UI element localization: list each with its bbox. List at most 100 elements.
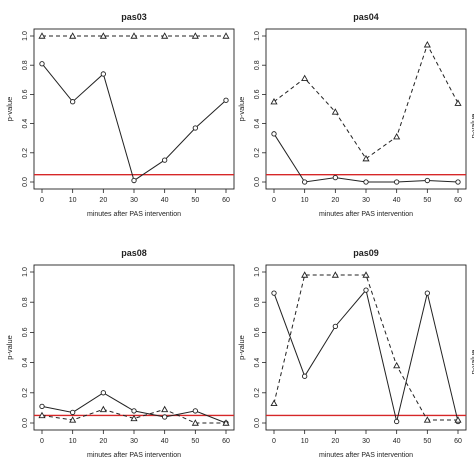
x-tick-label: 10 <box>69 197 77 204</box>
data-point-circle <box>424 177 430 184</box>
data-point-circle <box>363 179 369 185</box>
data-point-triangle <box>393 133 401 140</box>
x-axis-label: minutes after PAS intervention <box>319 211 413 218</box>
y-tick-label: 0.8 <box>22 60 29 70</box>
data-point-circle <box>100 71 106 77</box>
y-tick-label: 0.0 <box>22 177 29 187</box>
y-tick-label: 0.8 <box>22 297 29 307</box>
x-tick-label: 60 <box>222 197 230 204</box>
data-point-circle <box>271 290 277 296</box>
data-point-triangle <box>130 414 138 422</box>
x-tick-label: 10 <box>301 438 309 445</box>
data-point-triangle <box>161 405 169 413</box>
data-point-triangle <box>99 405 107 413</box>
x-tick-label: 0 <box>272 197 276 204</box>
data-point-triangle <box>393 361 401 369</box>
x-tick-label: 20 <box>331 438 339 445</box>
x-tick-label: 10 <box>69 438 77 445</box>
y-tick-label: 0.8 <box>254 297 261 307</box>
x-tick-label: 30 <box>130 438 138 445</box>
y-tick-label: 0.8 <box>254 60 261 70</box>
cut-edge-ylabel-right-bottom: p-value <box>469 350 474 375</box>
y-tick-label: 0.6 <box>254 89 261 99</box>
y-tick-label: 0.0 <box>254 177 261 187</box>
data-point-triangle <box>99 32 107 39</box>
data-point-triangle <box>130 32 138 39</box>
data-point-circle <box>332 174 338 181</box>
data-point-circle <box>363 287 369 293</box>
plot-frame <box>265 28 467 190</box>
x-tick-label: 20 <box>331 197 339 204</box>
data-point-triangle <box>161 32 169 39</box>
chart-title: pas03 <box>121 12 147 22</box>
x-tick-label: 50 <box>191 197 199 204</box>
data-point-triangle <box>69 32 77 39</box>
x-axis-label: minutes after PAS intervention <box>319 452 413 459</box>
x-tick-label: 60 <box>454 438 462 445</box>
x-axis-label: minutes after PAS intervention <box>87 211 181 218</box>
data-point-circle <box>131 177 137 184</box>
data-point-circle <box>39 61 45 67</box>
x-tick-label: 60 <box>222 438 230 445</box>
y-tick-label: 0.4 <box>254 358 261 368</box>
data-point-triangle <box>222 32 230 39</box>
data-point-circle <box>39 403 45 410</box>
data-point-circle <box>131 408 137 414</box>
data-point-circle <box>223 97 229 103</box>
y-tick-label: 0.4 <box>22 358 29 368</box>
y-tick-label: 0.6 <box>22 327 29 337</box>
x-axis-label: minutes after PAS intervention <box>87 452 181 459</box>
x-tick-label: 40 <box>161 438 169 445</box>
data-point-triangle <box>301 271 309 278</box>
series-line-dashed <box>273 274 458 421</box>
plot-frame <box>33 28 235 190</box>
y-tick-label: 0.2 <box>254 148 261 158</box>
x-tick-label: 20 <box>99 197 107 204</box>
data-point-circle <box>192 125 198 131</box>
chart-title: pas09 <box>353 248 379 258</box>
data-point-triangle <box>191 419 199 426</box>
data-point-triangle <box>423 41 431 48</box>
data-point-triangle <box>331 271 339 278</box>
data-point-triangle <box>38 32 46 39</box>
data-point-circle <box>162 157 168 163</box>
data-point-circle <box>100 390 106 396</box>
series-line-solid <box>273 289 459 422</box>
x-tick-label: 50 <box>191 438 199 445</box>
data-point-triangle <box>191 32 199 39</box>
y-tick-label: 0.4 <box>22 119 29 129</box>
data-point-circle <box>162 414 168 420</box>
x-tick-label: 30 <box>362 438 370 445</box>
y-tick-label: 0.4 <box>254 119 261 129</box>
y-tick-label: 1.0 <box>22 31 29 41</box>
y-tick-label: 0.6 <box>22 89 29 99</box>
chart-title: pas08 <box>121 248 147 258</box>
x-tick-label: 30 <box>362 197 370 204</box>
data-point-triangle <box>222 419 230 426</box>
cut-edge-ylabel-right-top: p-value <box>469 114 474 139</box>
data-point-circle <box>271 131 277 137</box>
y-tick-label: 0.2 <box>254 388 261 398</box>
chart-panel-pas04: pas04 0 10 20 30 40 50 60 0.0 0.2 0.4 0.6 0.8 1.0 minu… <box>237 12 467 218</box>
data-point-triangle <box>362 271 370 278</box>
y-tick-label: 0.0 <box>254 418 261 428</box>
x-tick-label: 20 <box>99 438 107 445</box>
x-tick-label: 40 <box>393 438 401 445</box>
data-point-circle <box>394 418 400 425</box>
x-tick-label: 40 <box>393 197 401 204</box>
x-tick-label: 40 <box>161 197 169 204</box>
y-axis-label: p-value <box>237 97 246 122</box>
y-tick-label: 0.2 <box>22 148 29 158</box>
data-point-triangle <box>270 97 278 105</box>
data-point-triangle <box>423 416 431 423</box>
data-point-circle <box>302 179 308 185</box>
data-point-circle <box>70 99 76 105</box>
chart-panel-pas09: pas09 0 10 20 30 40 50 60 0.0 0.2 0.4 0.6 0.8 1.0 minu… <box>237 248 467 459</box>
x-tick-label: 30 <box>130 197 138 204</box>
series-line-solid <box>41 63 227 182</box>
data-point-circle <box>424 290 430 296</box>
x-tick-label: 0 <box>40 438 44 445</box>
chart-title: pas04 <box>353 12 379 22</box>
y-axis-label: p-value <box>5 335 14 360</box>
data-point-triangle <box>362 154 370 162</box>
